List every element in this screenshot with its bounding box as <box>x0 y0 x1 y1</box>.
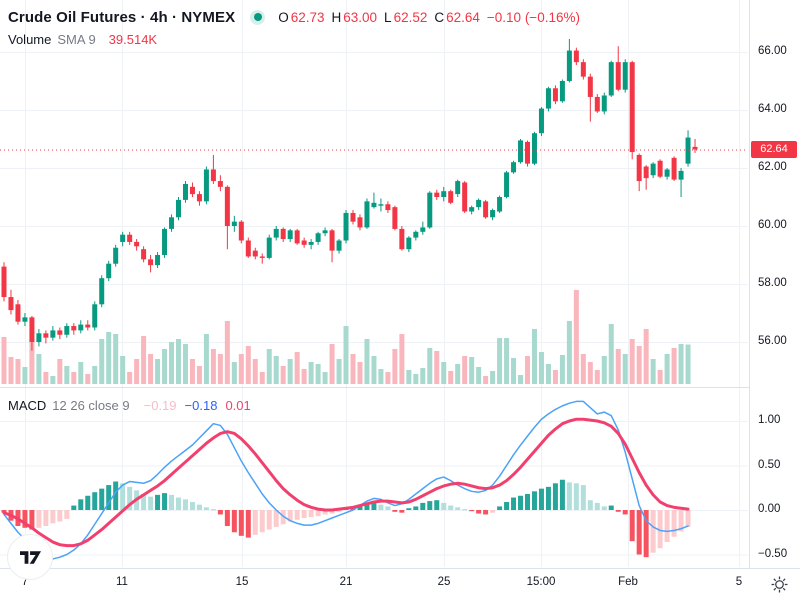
close-value: 62.64 <box>446 9 480 25</box>
time-tick-label: 5 <box>735 576 743 588</box>
macd-tick-label: 0.00 <box>758 503 781 515</box>
ohlc-readout: O 62.73 H 63.00 L 62.52 C 62.64 −0.10 (−0.16… <box>278 10 580 25</box>
change-value: −0.10 (−0.16%) <box>486 9 580 25</box>
time-tick-label: 15 <box>235 576 249 588</box>
macd-tick-label: 1.00 <box>758 414 781 426</box>
time-tick-label: 21 <box>339 576 353 588</box>
open-label: O <box>278 9 289 25</box>
time-tick-label: 15:00 <box>526 576 556 588</box>
tradingview-logo[interactable] <box>7 534 53 580</box>
time-axis[interactable]: 7 11 15 21 25 15:00 Feb 5 <box>0 568 800 600</box>
price-tick-label: 64.00 <box>758 103 787 115</box>
high-value: 63.00 <box>343 9 378 25</box>
price-tick-label: 66.00 <box>758 45 787 57</box>
macd-signal-value: 0.01 <box>225 397 251 413</box>
time-tick-label: 7 <box>21 576 29 588</box>
volume-sma-params: SMA 9 <box>57 31 96 47</box>
macd-tick-label: −0.50 <box>758 547 788 560</box>
close-label: C <box>434 9 445 25</box>
gear-icon <box>771 576 787 592</box>
macd-legend: MACD 12 26 close 9 −0.19 −0.18 0.01 <box>8 397 251 413</box>
volume-legend: Volume SMA 9 39.514K <box>8 31 157 47</box>
time-tick-label: 25 <box>437 576 451 588</box>
macd-tick-label: 0.50 <box>758 458 781 471</box>
time-tick-label: Feb <box>618 576 638 588</box>
volume-value: 39.514K <box>108 31 158 47</box>
price-tick-label: 58.00 <box>758 277 787 289</box>
grid-layer <box>0 0 748 567</box>
macd-line <box>3 400 689 560</box>
price-axis[interactable]: 62.64 66.00 64.00 62.00 60.00 58.00 56.00 1.00… <box>749 0 800 568</box>
volume-layer <box>1 290 691 384</box>
market-open-dot <box>253 13 262 21</box>
volume-indicator-label[interactable]: Volume <box>8 31 52 47</box>
high-label: H <box>331 9 342 25</box>
macd-signal-line <box>2 417 690 548</box>
macd-line-value: −0.18 <box>184 397 218 413</box>
chart-settings-button[interactable] <box>764 569 794 599</box>
low-value: 62.52 <box>393 9 428 25</box>
price-tick-label: 60.00 <box>758 219 787 231</box>
market-status-icon <box>250 9 266 25</box>
low-label: L <box>384 9 392 25</box>
candles-layer <box>1 38 698 351</box>
open-value: 62.73 <box>290 9 325 25</box>
tradingview-logo-icon <box>19 550 41 564</box>
price-tick-label: 62.00 <box>758 161 787 173</box>
price-tick-label: 56.00 <box>758 335 787 347</box>
macd-hist-value: −0.19 <box>143 397 177 413</box>
macd-indicator-label[interactable]: MACD <box>8 397 47 413</box>
symbol-title[interactable]: Crude Oil Futures · 4h · NYMEX <box>8 8 236 26</box>
macd-params: 12 26 close 9 <box>52 397 130 413</box>
time-tick-label: 11 <box>116 576 128 588</box>
macd-histogram-layer <box>1 479 691 558</box>
last-price-label: 62.64 <box>751 141 797 159</box>
